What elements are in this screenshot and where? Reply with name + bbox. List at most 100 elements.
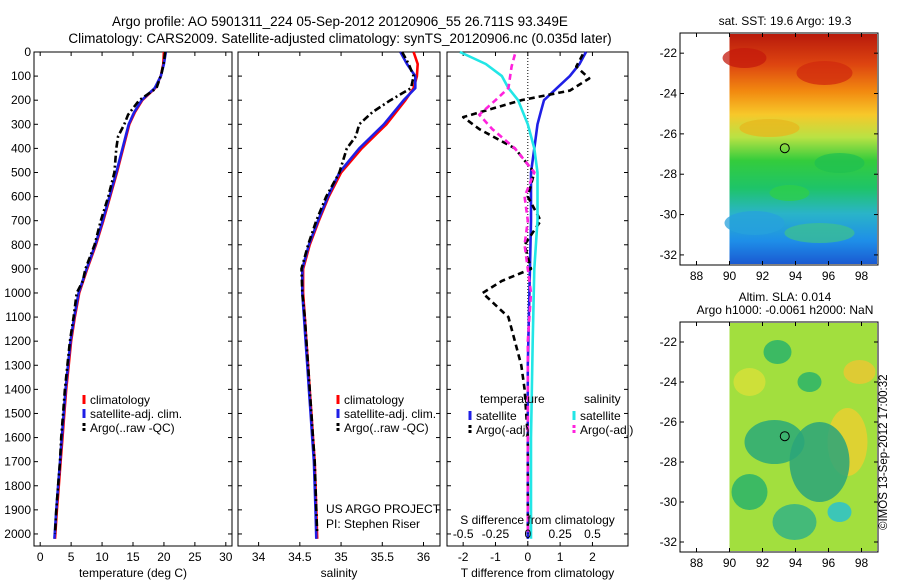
timestamp-credit: ©IMOS 13-Sep-2012 17:00:32 [878,374,890,530]
argo-location-marker [779,143,790,154]
sst-map-xtick-label: 94 [789,269,803,283]
salinity-xtick-label: 34.5 [288,550,312,564]
temperature-xlabel: temperature (deg C) [79,566,187,580]
depth-tick-label: 1100 [5,310,31,324]
series-line-temperature-argo-raw-qc- [53,51,167,535]
sst-map-ytick-label: -24 [660,87,678,101]
sla-map-xtick-label: 98 [855,556,869,570]
sst-texture-blob [739,119,800,137]
depth-tick-label: 200 [11,93,31,107]
depth-tick-label: 1900 [4,503,31,517]
temperature-legend-label: Argo(..raw -QC) [90,421,175,435]
sst-map-field [722,34,877,264]
depth-tick-label: 1000 [4,286,31,300]
temperature-plot-frame [33,51,233,547]
sla-map-title: Argo h1000: -0.0061 h2000: NaN [697,303,874,317]
sst-texture-blob [814,153,865,173]
sla-map-ytick-label: -22 [660,335,678,349]
series-line-difference-salinity-argo-adj- [478,54,536,534]
sla-texture-blob [733,368,766,396]
depth-tick-label: 600 [11,190,31,204]
sla-map-xtick-label: 90 [723,556,737,570]
series-line-difference-temperature-argo-adj- [461,53,591,534]
temperature-xtick-label: 5 [68,550,75,564]
temperature-xtick-label: 10 [95,550,109,564]
diff-legend-title: temperature [480,392,545,406]
temperature-xtick-label: 15 [126,550,140,564]
depth-tick-label: 2000 [4,527,31,541]
salinity-xtick-label: 35 [334,550,348,564]
sla-texture-blob [843,360,876,384]
depth-tick-label: 1400 [4,382,31,396]
pi-annotation: PI: Stephen Riser [326,517,420,531]
series-line-salinity-argo-raw-qc- [300,51,415,535]
sla-texture-blob [797,372,822,392]
diff-legend-label: satellite [476,409,517,423]
sla-texture-blob [763,340,792,364]
sst-map-ytick-label: -30 [660,208,678,222]
depth-tick-label: 500 [11,165,31,179]
salinity-diff-tick-label: 0.5 [584,527,601,541]
difference-xtick-label: -1 [490,550,501,564]
diff-legend-label: satellite [580,409,621,423]
salinity-diff-tick-label: 0.25 [548,527,572,541]
sla-map-title: Altim. SLA: 0.014 [739,290,832,304]
difference-xtick-label: 2 [589,550,596,564]
sst-map-ytick-label: -26 [660,127,678,141]
sst-texture-blob [796,61,853,85]
sst-map-ytick-label: -28 [660,167,678,181]
sst-texture-blob [722,48,767,68]
sst-map-xtick-label: 88 [690,269,704,283]
difference-xtick-label: -2 [458,550,469,564]
sla-texture-blob [744,420,805,464]
series-line-difference-salinity-satellite [459,50,539,539]
sst-map-xtick-label: 90 [723,269,737,283]
depth-tick-label: 1300 [4,358,31,372]
sla-texture-blob [789,422,850,502]
project-annotation: US ARGO PROJECT [326,502,441,516]
sst-map-title: sat. SST: 19.6 Argo: 19.3 [719,14,852,28]
depth-tick-label: 1700 [4,455,31,469]
temperature-xtick-label: 20 [157,550,171,564]
temperature-legend-label: satellite-adj. clim. [90,407,182,421]
temperature-xtick-label: 30 [219,550,233,564]
sla-map-field [729,323,877,551]
depth-tick-label: 100 [11,69,31,83]
sla-map-ytick-label: -30 [660,495,678,509]
sla-map-ytick-label: -32 [660,535,678,549]
sla-map-ytick-label: -24 [660,375,678,389]
salinity-xtick-label: 35.5 [371,550,395,564]
series-line-difference-temperature-satellite [526,51,588,539]
sla-map-ytick-label: -28 [660,455,678,469]
depth-tick-label: 1600 [4,431,31,445]
sst-map-ytick-label: -32 [660,248,678,262]
depth-tick-label: 1500 [4,406,31,420]
sla-map-xtick-label: 88 [690,556,704,570]
difference-xlabel: T difference from climatology [461,566,615,580]
diff-legend-title: salinity [584,392,621,406]
sst-map-ytick-label: -22 [660,46,678,60]
diff-legend-label: Argo(-adj) [476,423,529,437]
series-line-temperature-satellite-adj-clim- [53,51,168,539]
sla-texture-blob [827,502,852,522]
difference-plot-frame [446,51,629,547]
salinity-plot-frame [237,51,441,547]
sla-map-xtick-label: 92 [756,556,770,570]
sla-texture-blob [772,504,817,540]
sla-texture-blob [731,474,768,510]
salinity-legend-label: climatology [344,393,404,407]
salinity-diff-tick-label: 0 [524,527,531,541]
depth-tick-label: 0 [24,45,31,59]
sla-map-xtick-label: 96 [822,556,836,570]
difference-xtick-label: 1 [557,550,564,564]
sla-map-ytick-label: -26 [660,415,678,429]
depth-tick-label: 300 [11,117,31,131]
figure-title-line2: Climatology: CARS2009. Satellite-adjuste… [68,31,612,46]
figure-title-line1: Argo profile: AO 5901311_224 05-Sep-2012… [112,14,568,29]
salinity-legend-label: Argo(..raw -QC) [344,421,429,435]
depth-tick-label: 800 [11,238,31,252]
salinity-xlabel: salinity [321,566,358,580]
argo-location-marker [779,431,790,442]
temperature-xtick-label: 25 [188,550,202,564]
sst-texture-blob [784,223,855,243]
